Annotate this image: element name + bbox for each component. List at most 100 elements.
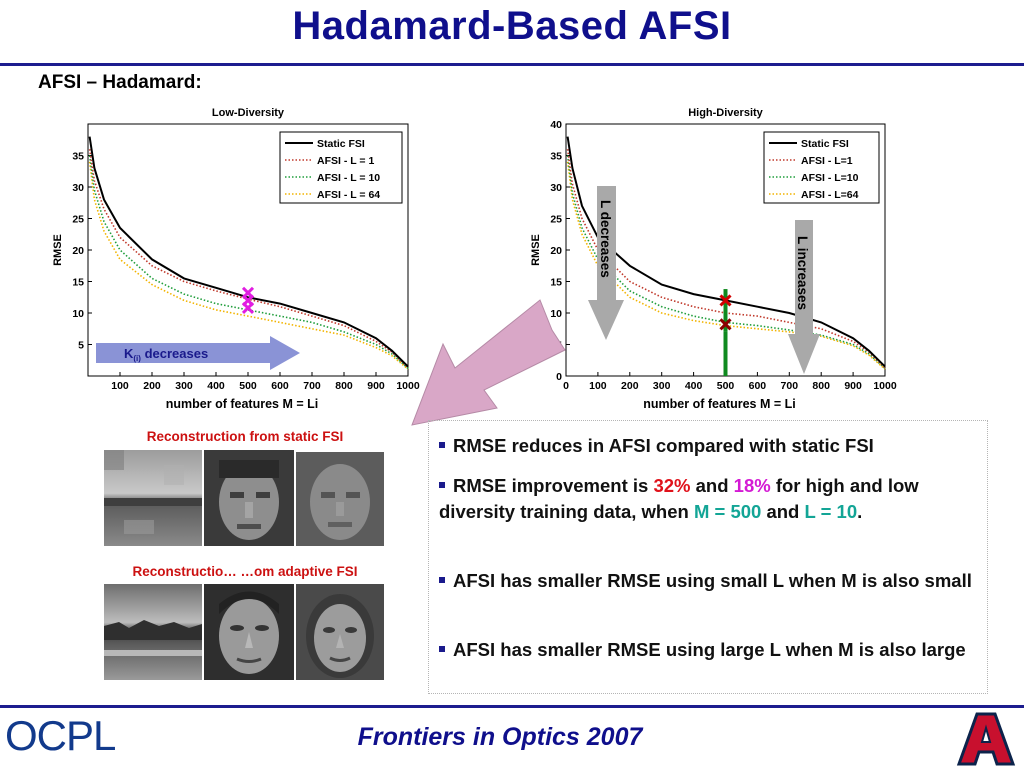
x-tick-label: 500: [239, 380, 257, 392]
x-tick-label: 400: [685, 380, 703, 392]
x-tick-label: 800: [812, 380, 830, 392]
y-tick-label: 0: [556, 371, 562, 383]
x-marker-stroke: [719, 318, 732, 331]
bullet-square-icon: [439, 442, 445, 448]
x-tick-label: 300: [653, 380, 671, 392]
y-tick-label: 30: [72, 182, 84, 194]
x-marker: [719, 294, 732, 307]
l-increases-label: L increases: [795, 236, 810, 310]
y-tick-label: 15: [550, 277, 562, 289]
y-tick-label: 10: [550, 308, 562, 320]
face-image-static-2: [296, 452, 384, 546]
x-marker-stroke: [241, 301, 255, 315]
adaptive-recon-label: Reconstructio… …om adaptive FSI: [132, 564, 358, 579]
legend-label: AFSI - L = 1: [317, 155, 374, 167]
y-tick-label: 25: [72, 214, 84, 226]
x-marker-stroke: [719, 294, 732, 307]
x-tick-label: 700: [781, 380, 799, 392]
x-tick-label: 200: [621, 380, 639, 392]
x-tick-label: 600: [271, 380, 289, 392]
x-marker: [719, 318, 732, 331]
series-line-afsi-2: [88, 155, 409, 369]
x-tick-label: 100: [589, 380, 607, 392]
landscape-image-static: [104, 450, 202, 546]
university-logo: [955, 712, 1017, 771]
gray-arrow-shape: [788, 220, 820, 374]
series-line-static-fsi: [88, 136, 409, 368]
x-axis-label: number of features M = Li: [166, 397, 318, 411]
pink-arrow-shape: [411, 299, 566, 426]
footer-divider: [0, 705, 1024, 708]
static-recon-label: Reconstruction from static FSI: [146, 429, 344, 444]
x-tick-label: 900: [844, 380, 862, 392]
legend-label: AFSI - L = 10: [317, 172, 380, 184]
x-tick-label: 600: [749, 380, 767, 392]
legend-label: Static FSI: [801, 138, 849, 150]
title-divider: [0, 63, 1024, 66]
bullet-square-icon: [439, 577, 445, 583]
series-line-static-fsi: [566, 136, 886, 368]
x-tick-label: 900: [367, 380, 385, 392]
l-decreases-arrow: L decreases: [588, 186, 624, 340]
bullet-1-text: RMSE reduces in AFSI compared with stati…: [453, 435, 874, 456]
y-tick-label: 20: [72, 245, 84, 257]
blue-arrow-shape: [96, 336, 300, 370]
x-axis-label: number of features M = Li: [643, 397, 795, 411]
legend-label: AFSI - L=10: [801, 172, 859, 184]
svg-text:OCPL: OCPL: [5, 712, 115, 759]
face-image-static-1: [204, 450, 294, 546]
findings-box: RMSE reduces in AFSI compared with stati…: [428, 420, 988, 694]
series-line-afsi-2: [566, 155, 886, 369]
y-axis-label: RMSE: [52, 234, 64, 266]
x-marker: [241, 301, 255, 315]
y-tick-label: 35: [550, 151, 562, 163]
bullet-3: AFSI has smaller RMSE using small L when…: [439, 568, 984, 594]
bullet-square-icon: [439, 646, 445, 652]
landscape-image-adaptive: [104, 584, 202, 680]
y-tick-label: 20: [550, 245, 562, 257]
y-tick-label: 10: [72, 308, 84, 320]
k-decreases-label: K(i) decreases: [124, 346, 208, 363]
y-tick-label: 15: [72, 277, 84, 289]
face-image-adaptive-2: [296, 584, 384, 680]
x-tick-label: 300: [175, 380, 193, 392]
series-line-afsi-3: [88, 161, 409, 370]
ocpl-logo: OCPL: [5, 710, 125, 765]
bullet-2-text-a: RMSE improvement is: [453, 475, 654, 496]
y-tick-label: 30: [550, 182, 562, 194]
l-decreases-label: L decreases: [598, 200, 613, 278]
l-value: L = 10: [804, 501, 858, 522]
y-tick-label: 35: [72, 151, 84, 163]
bullet-2-text-c: for high and low diversity training data…: [439, 475, 919, 522]
x-tick-label: 1000: [873, 380, 897, 392]
pink-pointer-arrow: [411, 299, 566, 426]
chart-title: Low-Diversity: [212, 107, 285, 119]
improvement-low: 18%: [733, 475, 771, 496]
x-tick-label: 0: [563, 380, 569, 392]
low-diversity-plot: Low-Diversity 100 200 300 400 500 600 700 800 900…: [52, 107, 420, 411]
bullet-1: RMSE reduces in AFSI compared with stati…: [439, 433, 984, 459]
x-tick-label: 800: [335, 380, 353, 392]
legend-label: Static FSI: [317, 138, 365, 150]
ocpl-logo-mark: OCPL: [5, 712, 116, 759]
x-tick-label: 1000: [396, 380, 420, 392]
legend-label: AFSI - L=64: [801, 189, 859, 201]
block-a-icon: [956, 712, 1016, 766]
legend-label: AFSI - L=1: [801, 155, 853, 167]
l-increases-arrow: L increases: [788, 220, 820, 374]
bullet-2-text-e: .: [857, 501, 863, 522]
face-image-adaptive-1: [204, 584, 294, 680]
legend-label: AFSI - L = 64: [317, 189, 380, 201]
bullet-square-icon: [439, 482, 445, 488]
m-value: M = 500: [693, 501, 762, 522]
series-line-afsi-1: [566, 149, 886, 369]
section-heading: AFSI – Hadamard:: [38, 72, 202, 93]
bullet-2-text-d: and: [761, 501, 805, 522]
slide-title: Hadamard-Based AFSI: [292, 4, 732, 48]
bullet-2-text-b: and: [690, 475, 734, 496]
improvement-high: 32%: [653, 475, 691, 496]
bullet-4: AFSI has smaller RMSE using large L when…: [439, 637, 984, 663]
x-tick-label: 200: [143, 380, 161, 392]
